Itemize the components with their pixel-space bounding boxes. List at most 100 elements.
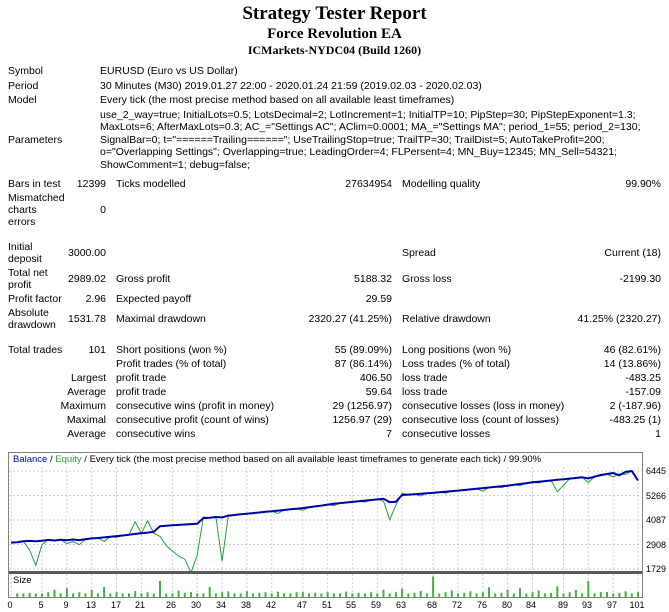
size-bar xyxy=(612,593,615,597)
size-bar xyxy=(72,593,75,597)
stat-value: 99.90% xyxy=(625,178,661,190)
size-bar xyxy=(537,590,540,597)
x-tick-label: 89 xyxy=(557,600,569,610)
size-bar xyxy=(165,593,168,597)
stat-label: Initial deposit xyxy=(8,241,42,265)
stat-value: 14 (13.86%) xyxy=(603,358,661,370)
size-bar xyxy=(326,592,329,597)
size-bar xyxy=(382,589,385,597)
x-tick-label: 55 xyxy=(345,600,357,610)
size-bar xyxy=(276,591,279,597)
x-tick-label: 30 xyxy=(190,600,202,610)
stat-label: Short positions (won %) xyxy=(116,344,227,356)
size-panel-label: Size xyxy=(13,575,31,586)
size-bar xyxy=(202,593,205,597)
size-bar xyxy=(376,593,379,597)
size-bar xyxy=(208,586,211,597)
legend-balance-label: Balance xyxy=(13,454,48,465)
stat-label: Relative drawdown xyxy=(402,313,491,325)
size-bar xyxy=(252,593,255,597)
size-bar xyxy=(301,591,304,597)
x-tick-label: 93 xyxy=(581,600,593,610)
legend-equity-label: Equity xyxy=(55,454,82,465)
size-bar xyxy=(177,590,180,597)
size-bar xyxy=(587,581,590,597)
parameters-row: Parameters use_2_way=true; InitialLots=0… xyxy=(8,109,661,172)
size-bar xyxy=(314,592,317,597)
stats-row: Mismatched charts errors 0 xyxy=(8,192,661,228)
x-tick-label: 9 xyxy=(63,600,69,610)
stat-value: -483.25 xyxy=(625,372,661,384)
size-bar xyxy=(258,592,261,597)
size-bar xyxy=(593,593,596,597)
size-bar xyxy=(419,591,422,597)
stat-label: Profit factor xyxy=(8,293,62,305)
x-tick-label: 76 xyxy=(476,600,488,610)
server-build: ICMarkets-NYDC04 (Build 1260) xyxy=(247,43,422,57)
size-bar xyxy=(425,593,428,597)
x-tick-label: 0 xyxy=(7,600,13,610)
size-bar xyxy=(171,593,174,597)
balance-equity-chart xyxy=(9,467,640,571)
x-tick-label: 59 xyxy=(370,600,382,610)
size-bar xyxy=(388,593,391,597)
x-tick-label: 63 xyxy=(395,600,407,610)
stat-value: 27634954 xyxy=(345,178,392,190)
size-bar xyxy=(196,593,199,597)
size-bar xyxy=(500,592,503,597)
stat-label: Long positions (won %) xyxy=(402,344,512,356)
size-bar xyxy=(270,593,273,597)
stat-value: 5188.32 xyxy=(354,273,392,285)
stat-value: -483.25 (1) xyxy=(609,414,661,426)
y-axis-labels: 6445 5266 4087 2908 1729 xyxy=(646,452,669,612)
size-bar xyxy=(227,591,230,597)
stat-value: 1256.97 (29) xyxy=(332,414,392,426)
stat-label: Spread xyxy=(402,247,436,259)
equity-line xyxy=(10,470,639,571)
size-bar xyxy=(531,592,534,597)
size-bar xyxy=(128,593,130,597)
report-title: Strategy Tester Report xyxy=(242,3,427,24)
symbol-row: Symbol EURUSD (Euro vs US Dollar) xyxy=(8,65,661,78)
x-tick-label: 42 xyxy=(265,600,277,610)
size-bar xyxy=(630,593,633,597)
size-bar xyxy=(134,591,137,597)
stat-value: 29 (1256.97) xyxy=(332,400,392,412)
stat-value: Average xyxy=(67,428,106,440)
stat-label: consecutive wins xyxy=(116,428,196,440)
size-bar xyxy=(221,592,224,597)
stat-value: Current (18) xyxy=(604,247,661,259)
size-bar xyxy=(351,593,354,597)
size-bar xyxy=(550,592,553,597)
x-tick-label: 80 xyxy=(501,600,513,610)
size-bar xyxy=(28,592,31,597)
size-bar xyxy=(190,592,192,597)
stat-value: 46 (82.61%) xyxy=(603,344,661,356)
size-bar xyxy=(481,592,484,597)
parameters-value: use_2_way=true; InitialLots=0.5; LotsDec… xyxy=(100,108,641,171)
stats-row: Largest profit trade 406.50 loss trade -483.… xyxy=(8,372,661,384)
stats-row: Average consecutive wins 7 consecutive loss… xyxy=(8,428,661,440)
stats-row: Bars in test 12399 Ticks modelled 27634954 M… xyxy=(8,178,661,190)
size-bar xyxy=(53,589,56,597)
stats-rows: Bars in test 12399 Ticks modelled 27634954 M… xyxy=(8,178,661,440)
size-bar xyxy=(320,593,323,597)
size-bar xyxy=(109,593,112,597)
stat-label: loss trade xyxy=(402,372,448,384)
model-value: Every tick (the most precise method base… xyxy=(100,94,455,106)
size-bar xyxy=(308,593,310,597)
size-bar xyxy=(283,593,286,597)
chart-separator xyxy=(9,571,642,574)
stat-value: 2320.27 (41.25%) xyxy=(308,313,392,325)
x-tick-label: 68 xyxy=(426,600,438,610)
x-tick-label: 84 xyxy=(525,600,537,610)
x-tick-label: 13 xyxy=(85,600,97,610)
size-bar xyxy=(438,593,441,597)
stat-value: 41.25% (2320.27) xyxy=(577,313,661,325)
x-tick-label: 101 xyxy=(629,600,645,610)
stat-label: profit trade xyxy=(116,372,167,384)
size-bar xyxy=(618,592,621,597)
x-tick-label: 5 xyxy=(38,600,44,610)
balance-line xyxy=(10,470,639,544)
size-bar xyxy=(65,588,68,597)
